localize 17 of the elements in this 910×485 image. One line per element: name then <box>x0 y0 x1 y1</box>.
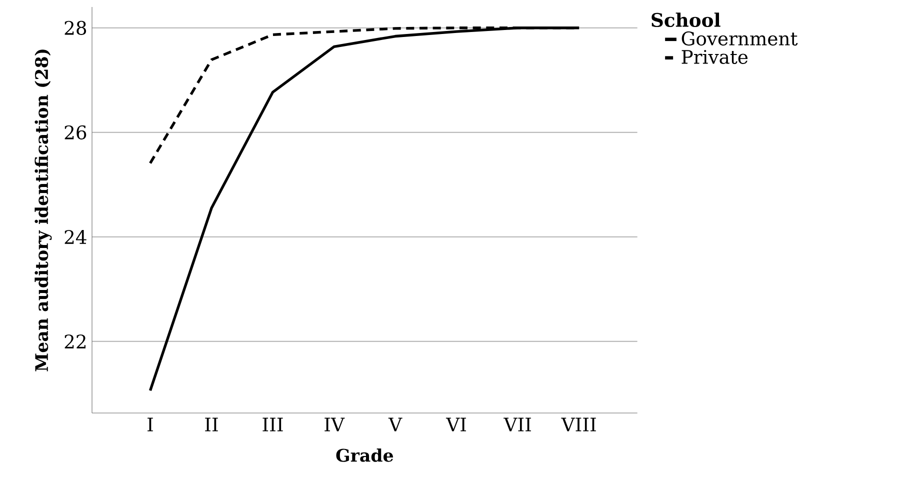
x-tick-label: II <box>205 418 218 432</box>
y-tick-label: 26 <box>64 125 86 140</box>
x-tick-label: V <box>388 418 402 432</box>
x-tick-label: VII <box>504 418 531 432</box>
y-tick-label: 28 <box>64 20 86 35</box>
x-tick-label: IV <box>324 418 345 432</box>
legend-label: Private <box>682 50 748 64</box>
y-tick-label: 24 <box>64 230 86 244</box>
y-axis-title: Mean auditory identification (28) <box>34 50 52 372</box>
x-axis-title: Grade <box>336 448 394 462</box>
legend-label: Government <box>682 31 798 46</box>
x-tick-label: VIII <box>561 418 596 432</box>
y-tick-label: 22 <box>64 334 86 348</box>
x-tick-label: I <box>148 418 153 432</box>
x-tick-label: VI <box>446 418 466 432</box>
x-tick-label: III <box>262 418 283 432</box>
legend-title: School <box>652 12 720 28</box>
